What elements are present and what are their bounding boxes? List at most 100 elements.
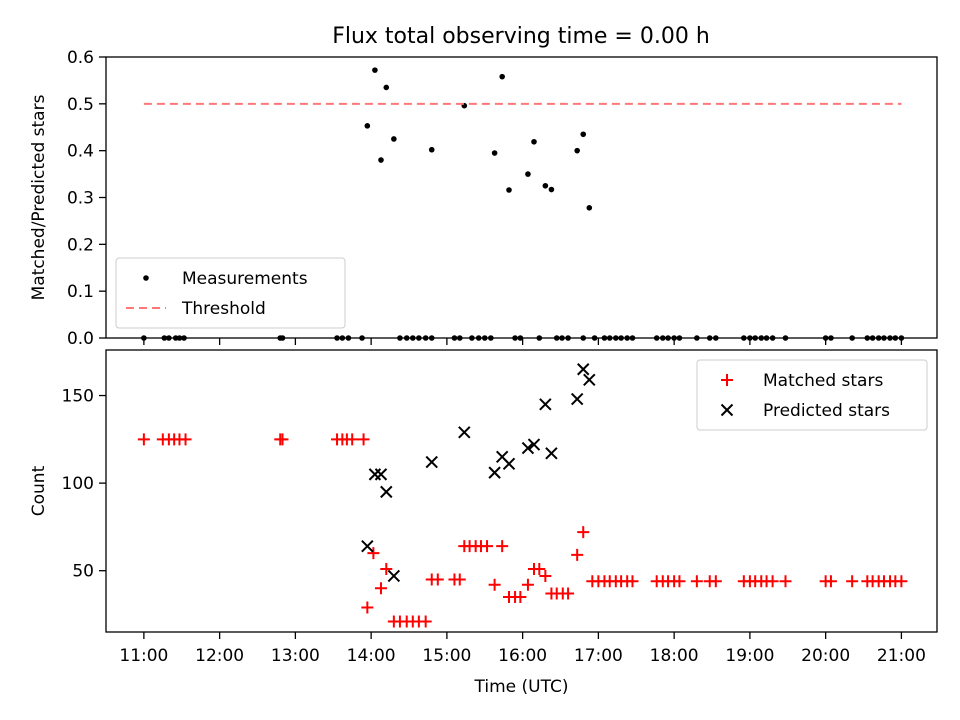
y-tick-label: 0.6 bbox=[67, 48, 94, 68]
data-point bbox=[846, 575, 859, 588]
y-tick-label: 100 bbox=[62, 474, 94, 494]
data-point bbox=[378, 157, 384, 163]
data-point bbox=[626, 575, 639, 588]
legend-label: Measurements bbox=[182, 269, 308, 289]
data-point bbox=[372, 67, 378, 73]
legend-swatch bbox=[143, 275, 149, 281]
data-point bbox=[895, 575, 908, 588]
data-point bbox=[525, 171, 531, 177]
data-point bbox=[491, 150, 498, 156]
y-axis-label: Count bbox=[29, 465, 49, 516]
data-point bbox=[521, 441, 535, 455]
legend-box bbox=[115, 257, 346, 329]
y-tick-label: 0.3 bbox=[67, 189, 94, 209]
x-tick-label: 16:00 bbox=[498, 646, 547, 666]
chart-title: Flux total observing time = 0.00 h bbox=[332, 24, 710, 49]
y-tick-label: 0.2 bbox=[67, 235, 94, 255]
data-point bbox=[586, 205, 593, 211]
data-point bbox=[824, 575, 837, 588]
data-point bbox=[425, 455, 438, 469]
bottom-panel: 50 100 150 Count Matched stars Predicted star… bbox=[29, 349, 938, 697]
data-point bbox=[548, 186, 555, 193]
data-point bbox=[357, 433, 370, 446]
data-point bbox=[545, 447, 558, 460]
data-point bbox=[570, 392, 584, 406]
data-point bbox=[346, 433, 359, 446]
y-tick-label: 150 bbox=[62, 387, 94, 407]
x-tick-label: 15:00 bbox=[422, 646, 471, 666]
y-tick-label: 50 bbox=[72, 562, 94, 582]
data-point bbox=[690, 575, 703, 588]
data-point bbox=[533, 562, 546, 575]
x-tick-label: 17:00 bbox=[574, 646, 623, 666]
data-point bbox=[574, 147, 580, 154]
y-tick-label: 0.0 bbox=[67, 329, 94, 349]
data-point bbox=[580, 131, 587, 138]
x-tick-label: 19:00 bbox=[725, 646, 774, 666]
data-point bbox=[383, 84, 390, 91]
data-point bbox=[481, 540, 494, 553]
legend-swatch bbox=[720, 403, 734, 417]
data-point bbox=[374, 468, 388, 481]
data-point bbox=[428, 146, 435, 153]
data-point bbox=[571, 548, 584, 561]
data-point bbox=[539, 398, 552, 411]
data-point bbox=[458, 426, 471, 439]
legend-label: Matched stars bbox=[763, 371, 883, 391]
y-tick-label: 0.5 bbox=[67, 95, 94, 115]
data-point bbox=[361, 539, 374, 553]
data-point bbox=[527, 438, 541, 451]
data-point bbox=[391, 136, 397, 142]
x-tick-label: 21:00 bbox=[877, 646, 926, 666]
data-point bbox=[542, 182, 549, 189]
data-point bbox=[539, 569, 552, 582]
data-point bbox=[562, 587, 575, 600]
legend: Measurements Threshold bbox=[115, 257, 346, 329]
y-axis-label: Matched/Predicted stars bbox=[29, 94, 49, 300]
legend-box bbox=[696, 359, 928, 431]
axes-frame bbox=[105, 56, 938, 339]
data-point bbox=[364, 123, 371, 129]
x-tick-label: 14:00 bbox=[347, 646, 396, 666]
data-point bbox=[496, 540, 509, 553]
y-tick-label: 0.1 bbox=[67, 282, 94, 302]
y-tick-label: 0.4 bbox=[67, 142, 94, 162]
data-point bbox=[577, 526, 590, 539]
legend-swatch bbox=[721, 374, 733, 386]
data-point bbox=[779, 575, 792, 588]
data-point bbox=[488, 578, 501, 591]
data-point bbox=[499, 73, 505, 80]
data-point bbox=[583, 373, 596, 386]
data-point bbox=[387, 569, 401, 583]
data-point bbox=[137, 433, 150, 446]
series-matched-stars bbox=[137, 433, 908, 628]
data-point bbox=[453, 573, 466, 586]
data-point bbox=[577, 363, 590, 376]
axes-frame bbox=[105, 349, 938, 633]
data-point bbox=[179, 433, 192, 446]
x-tick-label: 11:00 bbox=[119, 646, 168, 666]
data-point bbox=[276, 433, 289, 446]
data-point bbox=[521, 578, 534, 591]
data-point bbox=[367, 547, 380, 560]
data-point bbox=[709, 575, 722, 588]
data-point bbox=[766, 575, 779, 588]
legend-label: Threshold bbox=[181, 299, 266, 319]
data-point bbox=[506, 187, 512, 193]
data-point bbox=[361, 601, 374, 614]
x-axis-label: Time (UTC) bbox=[474, 677, 569, 697]
legend: Matched stars Predicted stars bbox=[696, 359, 928, 431]
x-tick-label: 13:00 bbox=[271, 646, 320, 666]
top-panel: 0.0 0.1 0.2 0.3 0.4 0.5 0.6 Matched/Predicted s… bbox=[29, 48, 938, 349]
series-predicted-stars bbox=[361, 363, 596, 583]
data-point bbox=[419, 615, 432, 628]
data-point bbox=[502, 457, 516, 471]
x-tick-label: 20:00 bbox=[801, 646, 850, 666]
data-point bbox=[374, 582, 387, 595]
data-point bbox=[673, 575, 686, 588]
data-point bbox=[531, 138, 537, 145]
data-point bbox=[431, 573, 444, 586]
x-tick-label: 18:00 bbox=[650, 646, 699, 666]
data-point bbox=[488, 466, 501, 479]
